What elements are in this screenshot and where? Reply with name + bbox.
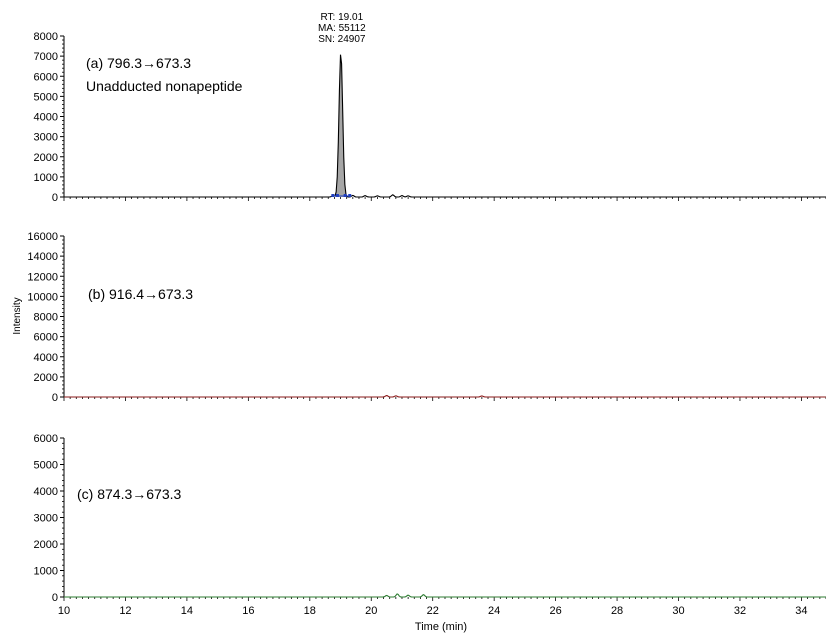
panel-3: 0 1000 2000 3000 4000 5000 6000 (c) 874.3→673.3… bbox=[34, 433, 826, 617]
y-tick-label: 8000 bbox=[34, 312, 58, 324]
y-tick-label: 0 bbox=[52, 392, 58, 404]
panel-label: (c) 874.3→673.3 bbox=[77, 486, 181, 502]
panel-label: (b) 916.4→673.3 bbox=[88, 286, 193, 302]
y-tick-label: 5000 bbox=[34, 460, 58, 472]
x-tick-label: 28 bbox=[611, 605, 623, 617]
y-tick-label: 0 bbox=[52, 192, 58, 204]
x-tick-label: 30 bbox=[672, 605, 684, 617]
x-tick-label: 16 bbox=[242, 605, 254, 617]
y-tick-label: 7000 bbox=[34, 51, 58, 63]
y-tick-label: 6000 bbox=[34, 433, 58, 445]
y-tick-label: 2000 bbox=[34, 372, 58, 384]
y-tick-label: 12000 bbox=[27, 271, 58, 283]
y-axis-label: Intensity bbox=[12, 297, 23, 334]
panel-label: (a) 796.3→673.3 bbox=[86, 55, 191, 71]
x-tick-label: 24 bbox=[488, 605, 500, 617]
y-tick-label: 6000 bbox=[34, 332, 58, 344]
x-tick-label: 26 bbox=[549, 605, 561, 617]
y-tick-label: 5000 bbox=[34, 91, 58, 103]
x-tick-label: 10 bbox=[58, 605, 70, 617]
x-tick-label: 12 bbox=[119, 605, 131, 617]
y-tick-label: 4000 bbox=[34, 486, 58, 498]
y-tick-label: 4000 bbox=[34, 112, 58, 124]
panel-1: 0 1000 2000 3000 4000 5000 6000 7000 8000 RT: 19.… bbox=[34, 12, 826, 204]
y-tick-label: 2000 bbox=[34, 152, 58, 164]
peak-annotation-line: MA: 55112 bbox=[318, 23, 366, 34]
peak-annotation-line: SN: 24907 bbox=[318, 34, 366, 45]
chromatogram-trace bbox=[64, 394, 826, 398]
x-tick-label: 14 bbox=[181, 605, 193, 617]
y-tick-label: 8000 bbox=[34, 31, 58, 43]
x-tick-label: 34 bbox=[795, 605, 807, 617]
y-tick-label: 1000 bbox=[34, 566, 58, 578]
y-tick-label: 10000 bbox=[27, 291, 58, 303]
x-axis-label: Time (min) bbox=[415, 621, 467, 633]
x-tick-label: 22 bbox=[427, 605, 439, 617]
y-tick-label: 1000 bbox=[34, 172, 58, 184]
y-tick-label: 16000 bbox=[27, 231, 58, 243]
y-tick-label: 3000 bbox=[34, 513, 58, 525]
x-tick-label: 18 bbox=[304, 605, 316, 617]
x-tick-label: 32 bbox=[734, 605, 746, 617]
chromatogram-trace bbox=[64, 54, 826, 198]
panel-2: 0 2000 4000 6000 8000 10000 12000 14000 16000 (b)… bbox=[27, 231, 826, 404]
panel-sublabel: Unadducted nonapeptide bbox=[86, 78, 243, 94]
peak-annotation-line: RT: 19.01 bbox=[321, 12, 364, 23]
y-tick-label: 4000 bbox=[34, 352, 58, 364]
y-tick-label: 14000 bbox=[27, 251, 58, 263]
x-tick-label: 20 bbox=[365, 605, 377, 617]
y-tick-label: 3000 bbox=[34, 132, 58, 144]
y-tick-label: 6000 bbox=[34, 71, 58, 83]
y-tick-label: 0 bbox=[52, 592, 58, 604]
y-tick-label: 2000 bbox=[34, 539, 58, 551]
chromatogram-trace bbox=[64, 593, 826, 598]
